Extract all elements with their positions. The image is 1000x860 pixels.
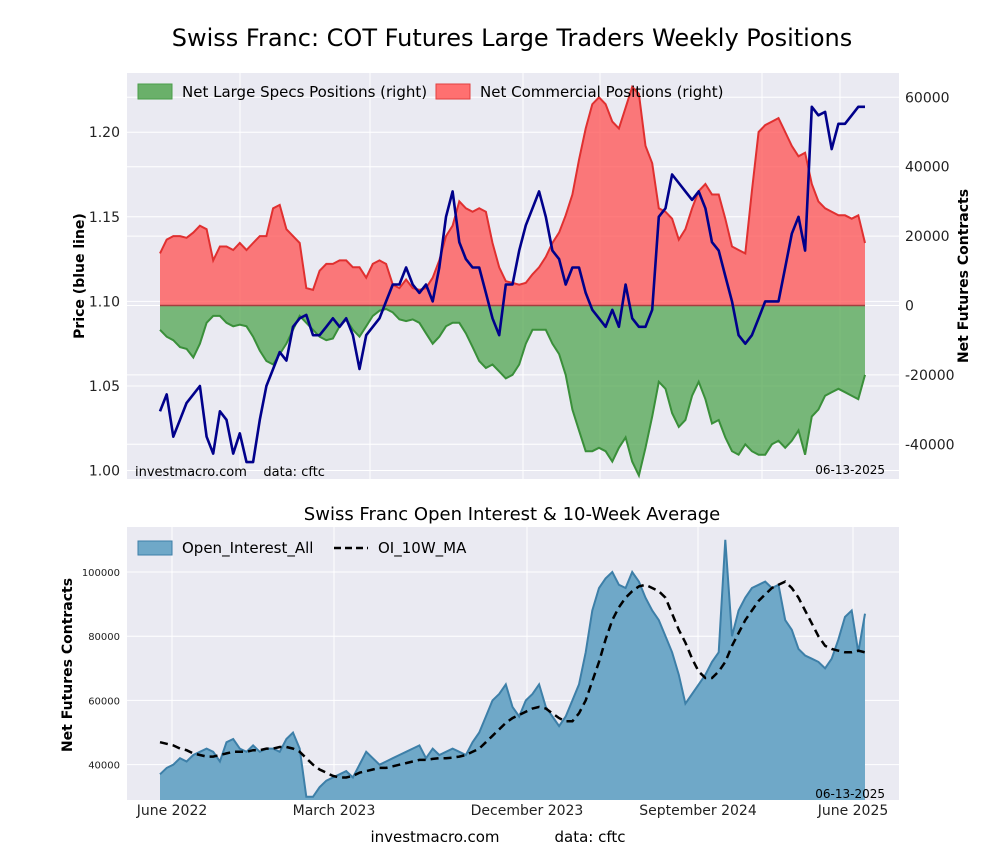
- top-footer-date: 06-13-2025: [815, 463, 885, 477]
- bottom-x-tick-label: June 2025: [817, 803, 889, 819]
- moving-average-series: [159, 580, 866, 779]
- top-left-axis-label: Price (blue line): [72, 213, 88, 339]
- legend-swatch-commercial: [435, 83, 471, 100]
- bottom-x-tick-label: March 2023: [293, 803, 376, 819]
- left-tick-label: 1.20: [89, 125, 120, 141]
- price-line: [158, 105, 865, 464]
- bottom-chart-title: Swiss Franc Open Interest & 10-Week Aver…: [304, 504, 720, 525]
- open-interest-series: [159, 539, 866, 800]
- legend-label-specs: Net Large Specs Positions (right): [182, 83, 427, 101]
- right-tick-label: -20000: [905, 368, 955, 384]
- bottom-footer-date: 06-13-2025: [815, 787, 885, 801]
- legend-label-commercial: Net Commercial Positions (right): [480, 83, 724, 101]
- bottom-y-axis-ticks: 40000 60000 80000 100000: [82, 568, 120, 772]
- top-chart-panel: Swiss Franc: COT Futures Large Traders W…: [72, 24, 972, 480]
- legend-swatch-specs: [137, 83, 173, 100]
- right-tick-label: 0: [905, 298, 914, 314]
- bottom-x-tick-label: December 2023: [471, 803, 584, 819]
- top-footer-source: investmacro.com data: cftc: [135, 465, 325, 480]
- bottom-y-tick-label: 80000: [88, 632, 120, 643]
- price-line-series: [158, 105, 865, 464]
- bottom-x-tick-label: September 2024: [639, 803, 757, 819]
- top-right-axis-ticks: -40000 -20000 0 20000 40000 60000: [905, 90, 955, 453]
- bottom-chart-panel: Swiss Franc Open Interest & 10-Week Aver…: [60, 504, 899, 819]
- bottom-y-tick-label: 40000: [88, 761, 120, 772]
- specs-area: [160, 305, 865, 476]
- bottom-y-axis-label: Net Futures Contracts: [60, 578, 76, 752]
- commercial-area: [160, 86, 865, 306]
- bottom-x-tick-label: June 2022: [136, 803, 208, 819]
- page-footer-data: data: cftc: [554, 828, 625, 846]
- bottom-y-tick-label: 100000: [82, 568, 120, 579]
- left-tick-label: 1.05: [89, 379, 120, 395]
- left-tick-label: 1.00: [89, 464, 120, 480]
- left-tick-label: 1.15: [89, 210, 120, 226]
- open-interest-line: [159, 539, 866, 798]
- bottom-legend: Open_Interest_All OI_10W_MA: [137, 539, 467, 558]
- legend-swatch-open-interest: [137, 540, 173, 556]
- top-right-axis-label: Net Futures Contracts: [956, 189, 972, 363]
- top-legend: Net Large Specs Positions (right) Net Co…: [137, 83, 724, 101]
- open-interest-area: [160, 539, 865, 800]
- top-chart-title: Swiss Franc: COT Futures Large Traders W…: [172, 24, 852, 52]
- bottom-x-axis-ticks: June 2022 March 2023 December 2023 Septembe…: [136, 803, 889, 819]
- moving-average-line: [159, 580, 866, 779]
- right-tick-label: 20000: [905, 229, 950, 245]
- left-tick-label: 1.10: [89, 294, 120, 310]
- right-tick-label: 40000: [905, 160, 950, 176]
- page-footer-source: investmacro.com: [370, 828, 499, 846]
- bottom-y-tick-label: 60000: [88, 696, 120, 707]
- right-tick-label: 60000: [905, 90, 950, 106]
- legend-label-open-interest: Open_Interest_All: [182, 539, 313, 558]
- right-tick-label: -40000: [905, 437, 955, 453]
- top-left-axis-ticks: 1.00 1.05 1.10 1.15 1.20: [89, 125, 120, 479]
- legend-label-moving-average: OI_10W_MA: [378, 539, 467, 558]
